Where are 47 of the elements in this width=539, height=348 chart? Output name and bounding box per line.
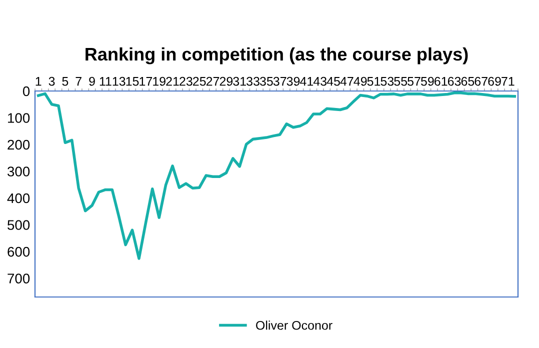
- x-tick-label: 41: [300, 77, 314, 86]
- x-tick-label: 15: [126, 77, 139, 86]
- x-tick-label: 29: [220, 76, 233, 86]
- x-tick-label: 5: [62, 77, 68, 86]
- x-tick-label: 11: [100, 77, 112, 86]
- x-tick-label: 23: [180, 76, 192, 86]
- chart-title: Ranking in competition (as the course plays): [86, 47, 468, 64]
- y-tick-label: 400: [7, 193, 30, 204]
- x-tick-label: 47: [340, 77, 354, 86]
- y-tick-label: 700: [8, 274, 30, 284]
- y-tick-label: 300: [8, 166, 30, 176]
- x-tick-label: 7: [76, 77, 82, 86]
- x-tick-label: 27: [206, 76, 220, 86]
- x-tick-label: 49: [354, 76, 367, 86]
- x-tick-label: 21: [166, 76, 179, 86]
- x-tick-label: 61: [434, 76, 448, 86]
- x-tick-label: 65: [461, 76, 474, 86]
- y-tick-label: 200: [8, 140, 30, 150]
- legend-label: Oliver Oconor: [256, 320, 332, 330]
- x-tick-label: 57: [408, 77, 420, 86]
- x-tick-label: 31: [233, 76, 246, 86]
- x-tick-label: 67: [474, 76, 488, 86]
- y-tick-label: 100: [8, 113, 30, 123]
- x-tick-label: 69: [488, 76, 501, 86]
- x-tick-label: 17: [140, 77, 152, 86]
- x-tick-label: 43: [313, 76, 327, 86]
- y-tick-label: 0: [22, 86, 30, 96]
- x-tick-label: 37: [273, 76, 286, 86]
- y-tick-label: 600: [8, 246, 30, 257]
- x-tick-label: 51: [367, 77, 380, 86]
- x-tick-label: 25: [193, 76, 206, 86]
- x-tick-label: 71: [502, 77, 514, 86]
- y-tick-label: 500: [8, 220, 30, 230]
- x-tick-label: 35: [260, 76, 273, 86]
- x-tick-label: 45: [326, 77, 340, 86]
- x-tick-label: 53: [380, 76, 394, 86]
- x-tick-label: 3: [48, 76, 55, 86]
- x-tick-label: 19: [153, 76, 166, 86]
- x-tick-label: 9: [89, 76, 95, 86]
- line-series: [36, 91, 516, 260]
- x-tick-label: 33: [246, 76, 260, 86]
- x-tick-label: 55: [394, 77, 408, 86]
- x-tick-label: 59: [420, 76, 434, 86]
- x-tick-label: 1: [36, 77, 42, 86]
- x-tick-label: 39: [286, 76, 300, 86]
- x-tick-label: 63: [448, 76, 461, 86]
- x-tick-label: 13: [112, 76, 126, 86]
